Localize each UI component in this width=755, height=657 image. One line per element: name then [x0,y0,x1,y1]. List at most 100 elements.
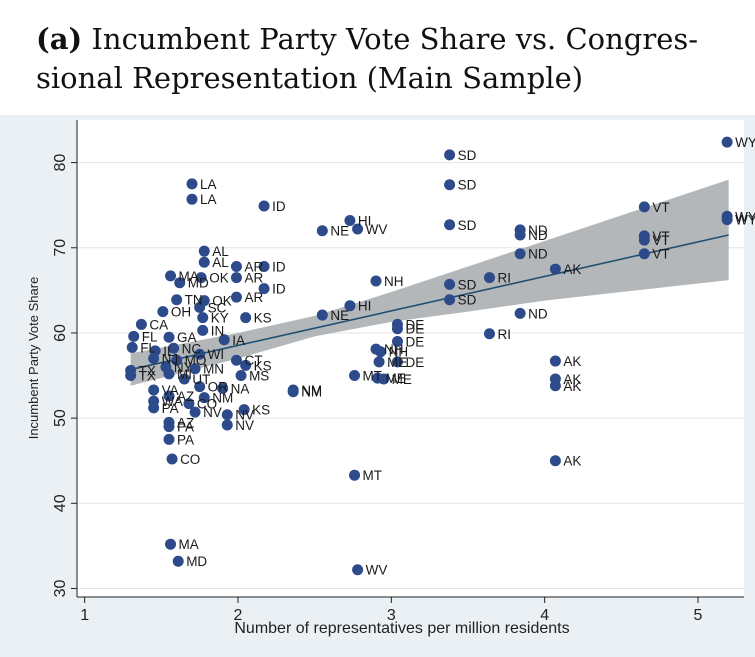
data-point-ut [178,373,190,385]
point-label-me: ME [386,371,406,386]
tick-label-y: 30 [52,579,69,597]
data-point-ca [135,318,147,330]
point-label-ia: IA [232,333,245,348]
data-point-wv [352,223,364,235]
data-point-la [186,193,198,205]
data-point-pa [163,433,175,445]
data-point-ar [230,261,242,273]
point-label-de: DE [405,355,424,370]
point-label-ne: NE [330,308,349,323]
point-label-la: LA [200,177,217,192]
data-point-de [391,335,403,347]
data-point-md [174,277,186,289]
data-point-ma [165,538,177,550]
point-label-pa: PA [177,420,194,435]
data-point-sd [444,219,456,231]
data-point-al [198,245,210,257]
data-point-ma [165,270,177,282]
data-point-nv [221,419,233,431]
data-point-fl [126,341,138,353]
point-label-wi: WI [208,347,225,362]
point-label-ny: NY [174,360,193,375]
tick-label-y: 40 [52,494,69,512]
point-label-ok: OK [212,294,232,309]
point-label-de: DE [405,334,424,349]
data-point-id [258,200,270,212]
point-label-id: ID [272,282,286,297]
data-point-ne [316,309,328,321]
data-point-tx [125,370,137,382]
data-point-wv [352,564,364,576]
data-point-id [258,283,270,295]
point-label-nd: ND [528,247,548,262]
data-point-mn [189,363,201,375]
point-label-mi: MI [177,367,192,382]
point-label-vt: VT [652,229,669,244]
point-label-nm: NM [212,391,233,406]
point-label-sd: SD [458,293,477,308]
tick-label-x: 1 [80,607,89,624]
y-axis-label: Incumbent Party Vote Share [26,277,41,440]
point-label-tn: TN [185,293,203,308]
point-label-me: ME [387,355,407,370]
point-label-ri: RI [497,271,511,286]
data-point-wi [194,348,206,360]
point-label-de: DE [405,322,424,337]
point-label-id: ID [272,199,286,214]
data-point-de [391,323,403,335]
point-label-hi: HI [358,214,372,229]
point-label-in: IN [211,323,225,338]
point-label-va: VA [162,383,179,398]
point-label-ky: KY [211,311,229,326]
data-point-ak [549,263,561,275]
point-label-ms: MS [249,369,269,384]
point-label-or: OR [208,380,229,395]
data-point-co [183,398,195,410]
data-point-wy [721,136,733,148]
point-label-ar: AR [244,290,263,305]
data-point-vt [638,248,650,260]
data-point-in [197,324,209,336]
data-point-nm [287,386,299,398]
data-point-nd [514,307,526,319]
data-point-na [217,382,229,394]
tick-label-x: 2 [234,607,243,624]
data-point-nd [514,229,526,241]
data-point-al [198,256,210,268]
data-point-az [163,390,175,402]
point-label-pa: PA [177,432,194,447]
data-point-vt [638,201,650,213]
point-label-tx: TX [139,363,156,378]
point-label-az: AZ [177,389,194,404]
point-label-ak: AK [563,262,581,277]
data-point-ar [230,272,242,284]
point-label-tx: TX [139,369,156,384]
data-point-ga [163,331,175,343]
chart-title: (a) Incumbent Party Vote Share vs. Congr… [36,20,736,98]
axes [76,120,744,598]
point-label-al: AL [212,244,229,259]
point-label-wy: WY [735,213,755,228]
point-label-ga: GA [177,330,197,345]
data-point-hi [344,215,356,227]
point-label-co: CO [197,397,217,412]
axis-ticks: 30 40 50 60 70 80 1 2 3 4 5 [52,154,703,624]
tick-label-x: 5 [694,607,703,624]
data-point-ak [549,455,561,467]
point-label-nv: NV [235,418,254,433]
point-label-la: LA [200,192,217,207]
gridlines [77,162,744,589]
data-point-tn [171,294,183,306]
data-point-nj [148,353,160,364]
data-point-pa [148,402,160,414]
data-point-ks [240,312,252,324]
data-point-sd [444,179,456,191]
fit-line [130,234,729,371]
point-label-ri: RI [497,327,511,342]
data-point-nm [198,392,210,404]
point-label-ma: MA [179,537,199,552]
point-label-nh: NH [389,345,409,360]
x-axis-label: Number of representatives per million re… [234,620,569,637]
point-label-wy: WY [735,209,755,224]
